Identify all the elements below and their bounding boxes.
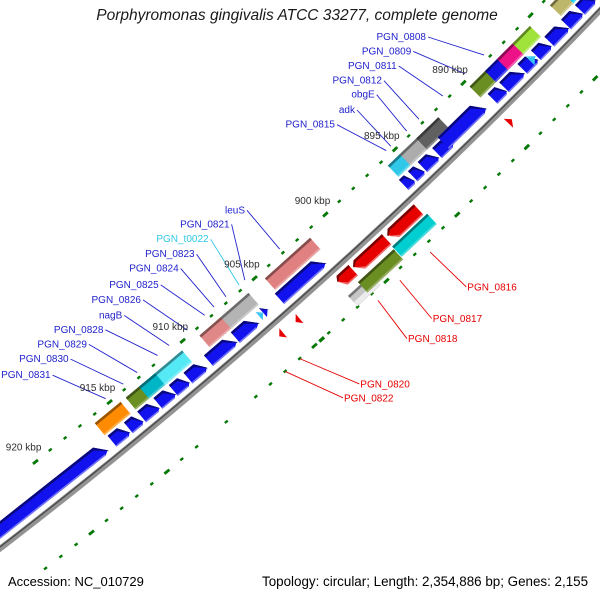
svg-text:adk: adk — [339, 105, 356, 116]
svg-text:PGN_0817: PGN_0817 — [433, 314, 483, 325]
svg-text:PGN_0820: PGN_0820 — [360, 379, 410, 390]
svg-text:PGN_0826: PGN_0826 — [92, 295, 142, 306]
svg-text:PGN_0824: PGN_0824 — [129, 264, 179, 275]
svg-text:PGN_0829: PGN_0829 — [37, 339, 87, 350]
svg-text:895 kbp: 895 kbp — [364, 131, 400, 142]
svg-text:900 kbp: 900 kbp — [295, 196, 331, 207]
svg-text:obgE: obgE — [351, 90, 375, 101]
svg-text:920 kbp: 920 kbp — [6, 442, 42, 453]
svg-text:leuS: leuS — [225, 205, 245, 216]
svg-text:PGN_0825: PGN_0825 — [109, 280, 159, 291]
svg-text:915 kbp: 915 kbp — [80, 383, 116, 394]
svg-text:PGN_0828: PGN_0828 — [54, 325, 104, 336]
svg-text:PGN_0815: PGN_0815 — [286, 120, 336, 131]
svg-text:PGN_0818: PGN_0818 — [408, 334, 458, 345]
svg-text:910 kbp: 910 kbp — [153, 322, 189, 333]
svg-text:PGN_0822: PGN_0822 — [344, 393, 394, 404]
svg-text:PGN_t0022: PGN_t0022 — [156, 234, 209, 245]
svg-text:Accession: NC_010729: Accession: NC_010729 — [8, 574, 144, 589]
svg-text:PGN_0812: PGN_0812 — [333, 76, 383, 87]
svg-text:PGN_0823: PGN_0823 — [145, 249, 195, 260]
svg-text:PGN_0809: PGN_0809 — [362, 46, 412, 57]
svg-text:PGN_0811: PGN_0811 — [348, 61, 397, 72]
svg-text:Topology: circular; Length: 2,: Topology: circular; Length: 2,354,886 bp… — [262, 574, 588, 589]
svg-text:890 kbp: 890 kbp — [432, 65, 468, 76]
svg-text:Porphyromonas gingivalis ATCC: Porphyromonas gingivalis ATCC 33277, com… — [96, 7, 498, 24]
svg-text:PGN_0831: PGN_0831 — [1, 370, 51, 381]
svg-text:905 kbp: 905 kbp — [224, 259, 260, 270]
svg-text:nagB: nagB — [99, 311, 123, 322]
svg-text:PGN_0808: PGN_0808 — [377, 32, 427, 43]
svg-text:PGN_0830: PGN_0830 — [19, 354, 69, 365]
svg-text:PGN_0821: PGN_0821 — [180, 219, 230, 230]
svg-text:PGN_0816: PGN_0816 — [467, 282, 517, 293]
